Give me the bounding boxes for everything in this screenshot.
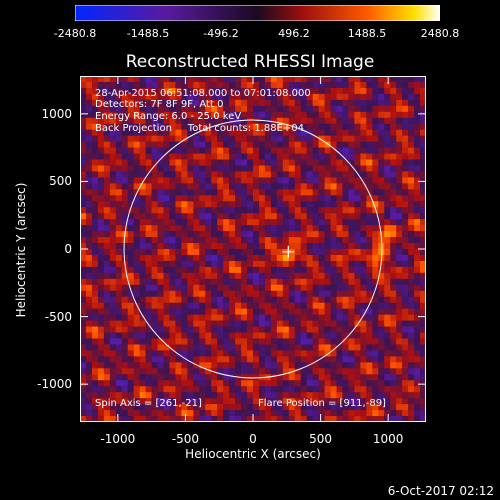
colorbar-gradient [75,5,440,21]
colorbar-tick-label: 496.2 [278,27,310,40]
colorbar-tick-label: -1488.5 [126,27,170,40]
plot-border [80,76,426,422]
colorbar [75,5,440,21]
heatmap-image [80,76,426,422]
x-tick-label: 500 [309,432,333,446]
info-energy-range: Energy Range: 6.0 - 25.0 keV [95,111,242,122]
y-tick-label: 500 [49,174,72,189]
colorbar-tick-label: -496.2 [203,27,239,40]
x-tick-label: 0 [249,432,257,446]
info-detectors: Detectors: 7F 8F 9F, Att 0 [95,99,224,110]
spin-axis-marker [282,245,295,258]
info-time-range: 28-Apr-2015 06:51:08.000 to 07:01:08.000 [95,88,311,99]
y-tick-label: 0 [64,242,72,256]
y-tick-label: 1000 [41,106,72,121]
colorbar-tick-label: -2480.8 [53,27,97,40]
flare-position-label: Flare Position = [911,-89] [258,398,386,409]
date-stamp: 6-Oct-2017 02:12 [387,484,494,498]
y-tick-label: -1000 [37,377,72,392]
x-tick-label: -500 [171,432,200,446]
spin-axis-label: Spin Axis = [261,-21] [95,398,202,409]
x-tick-label: -1000 [100,432,136,446]
chart-title: Reconstructed RHESSI Image [125,52,375,72]
plot-area [80,76,426,422]
colorbar-tick-label: 1488.5 [347,27,387,40]
x-tick-label: 1000 [372,432,404,446]
y-tick-label: -500 [44,309,72,324]
x-axis-label: Heliocentric X (arcsec) [185,447,321,461]
solar-limb-circle [123,119,383,379]
info-method-counts: Back Projection Total counts: 1.88E+04 [95,123,304,134]
colorbar-tick-label: 2480.8 [420,27,460,40]
